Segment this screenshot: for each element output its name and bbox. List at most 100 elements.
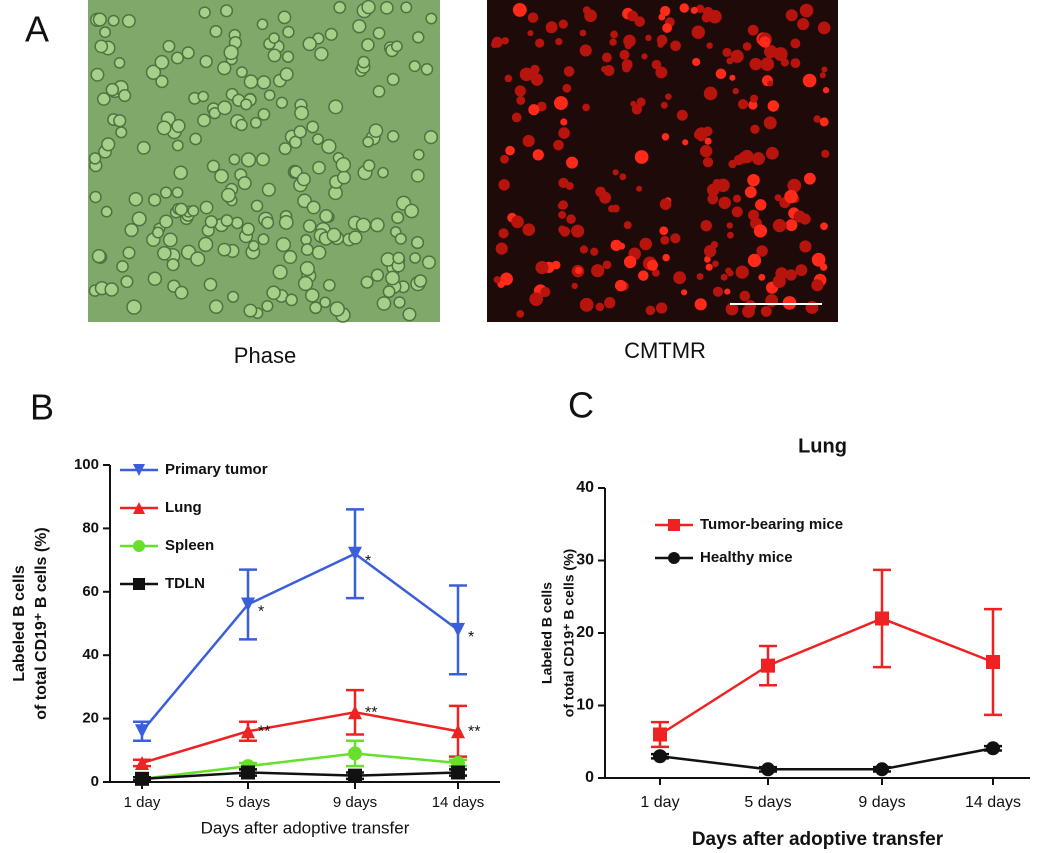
cell [221, 187, 236, 203]
image-caption: CMTMR [624, 338, 706, 363]
cell [627, 10, 638, 22]
cell [243, 74, 259, 89]
cell [420, 63, 434, 76]
cell [104, 282, 119, 297]
cell [704, 256, 711, 263]
series [651, 568, 1002, 749]
legend-marker [668, 552, 680, 564]
cell [361, 0, 376, 15]
x-tick-label: 5 days [744, 794, 791, 811]
cell [91, 248, 107, 264]
cell [190, 251, 206, 267]
cell [731, 206, 743, 218]
cell [566, 214, 576, 224]
x-tick-label: 9 days [858, 794, 905, 811]
cell [732, 54, 740, 63]
cell [392, 251, 406, 265]
cell [319, 296, 331, 309]
cell [724, 288, 731, 295]
cell [590, 247, 599, 256]
cell [329, 301, 345, 317]
y-axis-label: Labeled B cells [539, 582, 555, 684]
cell [283, 250, 298, 265]
cell [679, 3, 690, 13]
cell [500, 272, 513, 286]
y-tick-label: 60 [82, 583, 99, 600]
significance-mark: * [258, 604, 264, 621]
marker [451, 724, 465, 739]
cell [706, 183, 720, 197]
cell [610, 30, 619, 39]
marker [135, 755, 149, 770]
x-tick-label: 14 days [432, 794, 485, 811]
cell [636, 185, 643, 192]
y-axis-label: of total CD19⁺ B cells (%) [561, 549, 577, 717]
cell [157, 246, 172, 261]
cell [558, 200, 568, 210]
cell [712, 260, 719, 268]
cell [528, 104, 540, 116]
marker [761, 762, 775, 777]
cell [787, 178, 802, 193]
cell [217, 242, 232, 257]
cell [156, 120, 172, 136]
cell [171, 186, 184, 199]
cell [126, 299, 142, 315]
cell [566, 156, 578, 169]
cell [760, 305, 772, 317]
cell [511, 112, 522, 123]
cell [750, 94, 759, 103]
cell [408, 60, 421, 73]
cell [131, 211, 147, 227]
cell [655, 66, 668, 79]
cell [756, 245, 768, 257]
cell [742, 305, 755, 318]
cell [237, 176, 252, 191]
x-axis-label: Days after adoptive transfer [692, 829, 944, 850]
cell [505, 145, 515, 156]
cell [767, 100, 780, 112]
line [659, 747, 994, 771]
cell [774, 194, 782, 202]
cell [370, 217, 385, 233]
significance-mark: ** [468, 723, 480, 740]
cell [151, 226, 165, 239]
cell [822, 87, 830, 94]
cell [630, 100, 637, 107]
cell [101, 137, 116, 152]
cell [516, 95, 526, 105]
cell [522, 223, 536, 236]
cell [159, 186, 173, 199]
cell [181, 46, 195, 60]
y-tick-label: 20 [82, 710, 99, 727]
panel-label: B [30, 387, 54, 428]
y-tick-label: 80 [82, 519, 99, 536]
cell [268, 32, 280, 44]
cell [516, 309, 525, 318]
cell [784, 189, 798, 204]
x-tick-label: 1 day [640, 794, 679, 811]
cell [402, 307, 417, 322]
cell [785, 219, 798, 232]
cell [116, 260, 129, 273]
cell [647, 259, 658, 271]
cell [530, 73, 544, 86]
cell [498, 179, 510, 191]
legend-label: Tumor-bearing mice [700, 516, 843, 533]
cell [208, 299, 224, 314]
cell [493, 276, 501, 284]
cell [278, 142, 292, 156]
cell [527, 30, 534, 37]
cell [659, 198, 672, 211]
cell [811, 279, 824, 292]
cell [247, 240, 260, 252]
cell [540, 287, 551, 298]
line [141, 552, 459, 733]
cell [412, 148, 425, 161]
cell [575, 266, 583, 275]
series [133, 739, 467, 786]
cell [326, 227, 342, 243]
chart-title: Lung [798, 435, 847, 457]
y-tick-label: 40 [576, 479, 594, 496]
cell [773, 47, 788, 62]
